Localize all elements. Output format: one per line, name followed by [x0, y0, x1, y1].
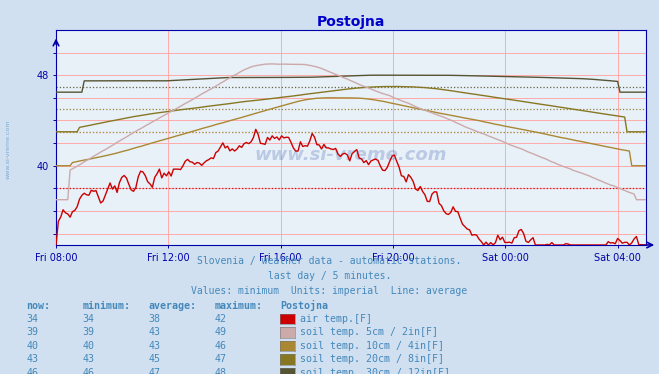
Text: 39: 39 [82, 328, 94, 337]
Text: 40: 40 [82, 341, 94, 351]
Text: 43: 43 [26, 355, 38, 364]
Text: air temp.[F]: air temp.[F] [300, 314, 372, 324]
Text: 34: 34 [26, 314, 38, 324]
Text: www.si-vreme.com: www.si-vreme.com [254, 145, 447, 164]
Text: 47: 47 [148, 368, 160, 374]
Title: Postojna: Postojna [317, 15, 385, 29]
Text: 46: 46 [26, 368, 38, 374]
Text: soil temp. 5cm / 2in[F]: soil temp. 5cm / 2in[F] [300, 328, 438, 337]
Text: Postojna: Postojna [280, 300, 328, 310]
Text: minimum:: minimum: [82, 301, 130, 310]
Text: 39: 39 [26, 328, 38, 337]
Text: 43: 43 [82, 355, 94, 364]
Text: Values: minimum  Units: imperial  Line: average: Values: minimum Units: imperial Line: av… [191, 286, 468, 295]
Text: soil temp. 10cm / 4in[F]: soil temp. 10cm / 4in[F] [300, 341, 444, 351]
Text: 42: 42 [214, 314, 226, 324]
Text: www.si-vreme.com: www.si-vreme.com [5, 120, 11, 180]
Text: Slovenia / weather data - automatic stations.: Slovenia / weather data - automatic stat… [197, 256, 462, 266]
Text: now:: now: [26, 301, 50, 310]
Text: last day / 5 minutes.: last day / 5 minutes. [268, 271, 391, 280]
Text: 43: 43 [148, 328, 160, 337]
Text: 47: 47 [214, 355, 226, 364]
Text: 40: 40 [26, 341, 38, 351]
Text: 45: 45 [148, 355, 160, 364]
Text: 43: 43 [148, 341, 160, 351]
Text: soil temp. 20cm / 8in[F]: soil temp. 20cm / 8in[F] [300, 355, 444, 364]
Text: 38: 38 [148, 314, 160, 324]
Text: 46: 46 [82, 368, 94, 374]
Text: soil temp. 30cm / 12in[F]: soil temp. 30cm / 12in[F] [300, 368, 450, 374]
Text: 46: 46 [214, 341, 226, 351]
Text: average:: average: [148, 301, 196, 310]
Text: 48: 48 [214, 368, 226, 374]
Text: 49: 49 [214, 328, 226, 337]
Text: maximum:: maximum: [214, 301, 262, 310]
Text: 34: 34 [82, 314, 94, 324]
